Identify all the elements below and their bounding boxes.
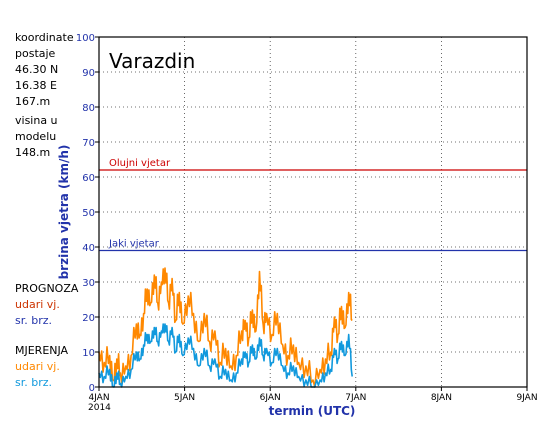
- x-tick-label: 6JAN: [260, 393, 281, 403]
- y-tick-label: 0: [89, 383, 95, 394]
- y-tick-label: 30: [82, 278, 95, 289]
- station-info: koordinate postaje 46.30 N 16.38 E 167.m…: [15, 30, 74, 161]
- y-tick-label: 40: [82, 243, 95, 254]
- y-tick-label: 90: [82, 68, 95, 79]
- legend-prognoza-udari: udari vj.: [15, 298, 60, 311]
- legend-mjerenja-srednja: sr. brz.: [15, 376, 53, 389]
- grid-lines: [99, 37, 527, 387]
- info-line: koordinate: [15, 31, 74, 44]
- info-line: postaje: [15, 47, 56, 60]
- reference-line-label: Olujni vjetar: [109, 158, 171, 169]
- y-tick-label: 50: [82, 208, 95, 219]
- info-line: 167.m: [15, 95, 51, 108]
- x-tick-label: 9JAN: [516, 393, 537, 403]
- info-line: visina u: [15, 114, 58, 127]
- info-line: 46.30 N: [15, 63, 59, 76]
- y-tick-label: 80: [82, 103, 95, 114]
- legend-mjerenja: MJERENJA udari vj. sr. brz.: [15, 343, 68, 391]
- series-line: [98, 267, 353, 388]
- y-tick-label: 100: [76, 33, 95, 44]
- legend-mjerenja-udari: udari vj.: [15, 360, 60, 373]
- x-axis-year: 2014: [88, 403, 111, 413]
- legend-mjerenja-title: MJERENJA: [15, 344, 69, 357]
- info-line: 16.38 E: [15, 79, 57, 92]
- x-tick-label: 8JAN: [431, 393, 452, 403]
- y-axis-label: brzina vjetra (km/h): [57, 145, 71, 280]
- legend-prognoza-srednja: sr. brz.: [15, 314, 53, 327]
- x-tick-label: 7JAN: [345, 393, 366, 403]
- reference-lines: Olujni vjetar Jaki vjetar: [99, 158, 527, 252]
- x-axis-label: termin (UTC): [269, 404, 356, 418]
- chart-title: Varazdin: [109, 49, 195, 73]
- legend-prognoza: PROGNOZA udari vj. sr. brz.: [15, 281, 78, 329]
- reference-line-label: Jaki vjetar: [108, 239, 160, 250]
- series-line: [98, 323, 353, 388]
- x-tick-label: 5JAN: [174, 393, 195, 403]
- data-series: [98, 267, 353, 388]
- y-tick-label: 70: [82, 138, 95, 149]
- y-tick-label: 60: [82, 173, 95, 184]
- legend-prognoza-title: PROGNOZA: [15, 282, 79, 295]
- x-tick-label: 4JAN: [88, 393, 109, 403]
- y-tick-label: 20: [82, 313, 95, 324]
- y-tick-label: 10: [82, 348, 95, 359]
- info-line: 148.m: [15, 146, 51, 159]
- axis-ticks: 0 10 20 30 40 50 60 70 80 90 100 4JAN 5JAN 6JAN 7JAN 8J…: [76, 33, 538, 403]
- info-line: modelu: [15, 130, 57, 143]
